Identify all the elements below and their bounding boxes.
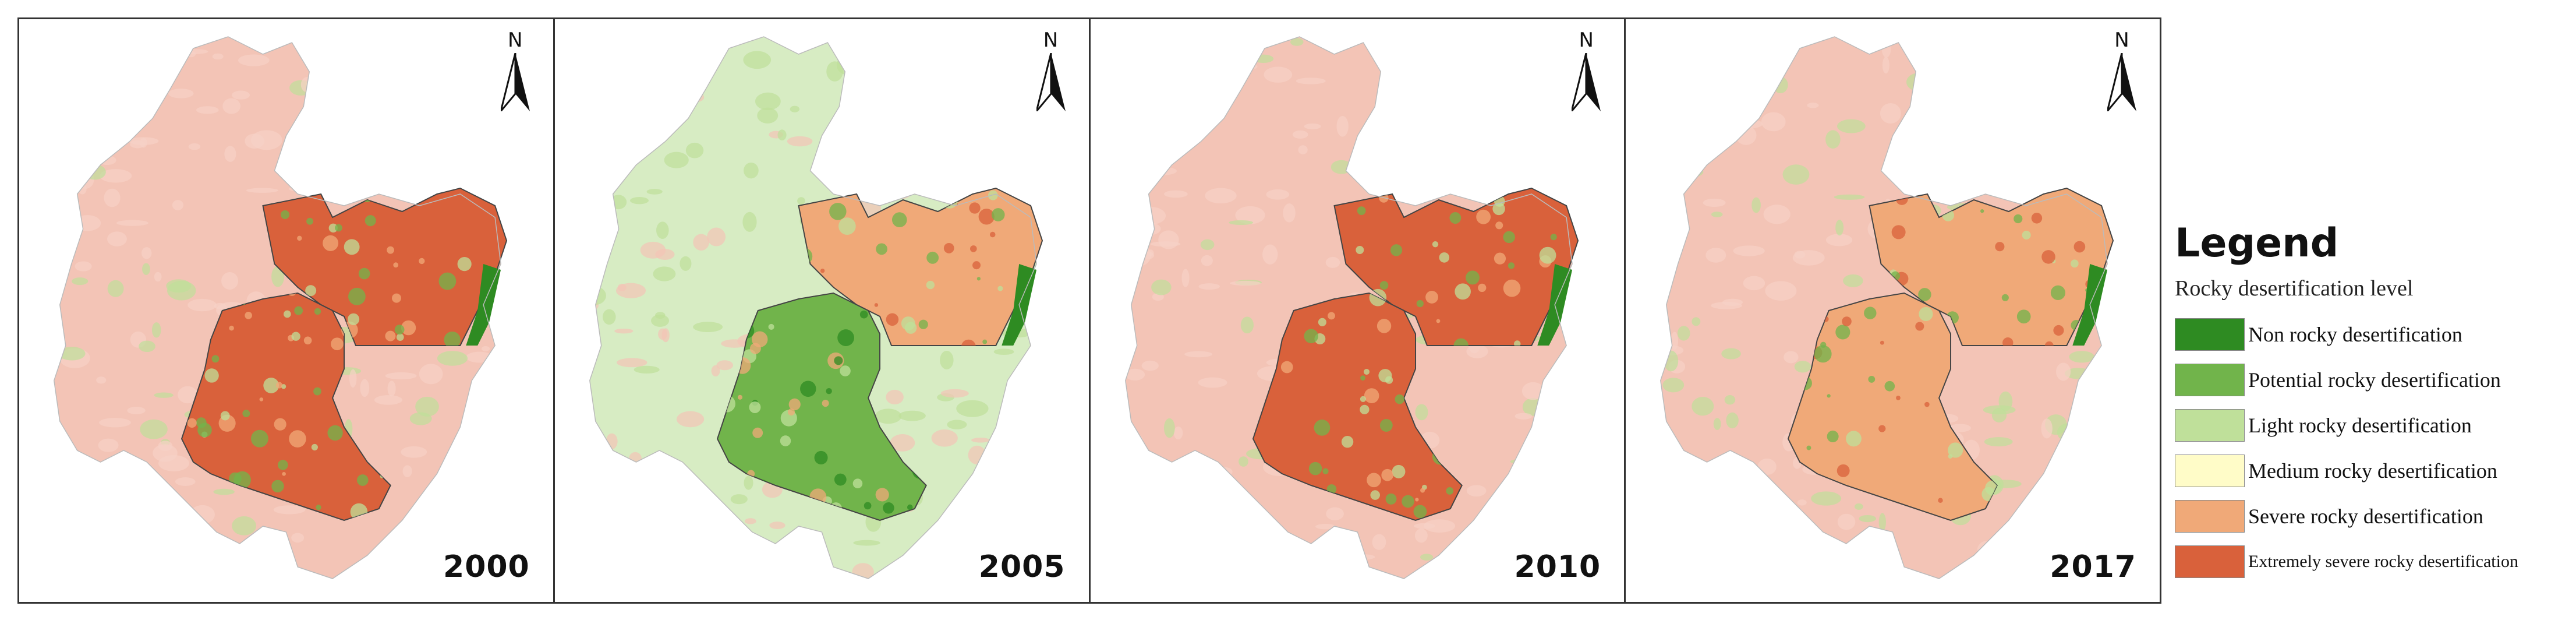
core-region-sw <box>1252 292 1463 522</box>
legend-item-extreme: Extremely severe rocky desertification <box>2175 544 2518 580</box>
legend-item-light: Light rocky desertification <box>2175 407 2472 443</box>
map-panel-2010: N 2010 <box>1090 19 1626 602</box>
north-letter: N <box>508 29 523 52</box>
core-region-sw <box>1788 292 1998 522</box>
legend-label-severe: Severe rocky desertification <box>2248 505 2483 528</box>
legend-swatch-severe <box>2175 500 2245 533</box>
north-arrow-icon: N <box>1031 29 1071 116</box>
map-panel-2005: N 2005 <box>554 19 1091 602</box>
map-panel-2017: N 2017 <box>1626 19 2160 602</box>
north-arrow-icon: N <box>495 29 536 116</box>
outer-outline <box>589 36 1037 579</box>
legend-swatch-light <box>2175 409 2245 442</box>
legend-swatch-medium <box>2175 455 2245 487</box>
legend-title: Legend <box>2175 220 2339 266</box>
north-letter: N <box>1579 29 1594 52</box>
legend: Legend Rocky desertification level Non r… <box>2175 220 2571 605</box>
legend-label-potential: Potential rocky desertification <box>2248 368 2501 392</box>
year-label-2017: 2017 <box>2050 549 2136 584</box>
year-label-2000: 2000 <box>443 549 530 584</box>
legend-item-non: Non rocky desertification <box>2175 316 2462 353</box>
legend-label-light: Light rocky desertification <box>2248 414 2472 437</box>
legend-item-medium: Medium rocky desertification <box>2175 453 2497 489</box>
north-arrow-icon: N <box>1566 29 1607 116</box>
outer-outline <box>1660 36 2108 579</box>
outer-outline <box>54 36 501 579</box>
map-2000 <box>54 36 508 579</box>
map-panels: N 2000 N 2005 N 2010 N 2017 <box>17 17 2161 604</box>
legend-swatch-potential <box>2175 364 2245 396</box>
legend-swatch-extreme <box>2175 545 2245 578</box>
map-2005 <box>589 36 1043 579</box>
legend-swatch-non <box>2175 318 2245 351</box>
legend-item-potential: Potential rocky desertification <box>2175 362 2501 398</box>
legend-label-extreme: Extremely severe rocky desertification <box>2248 552 2518 571</box>
legend-label-medium: Medium rocky desertification <box>2248 459 2497 482</box>
outer-outline <box>1124 36 1573 579</box>
year-label-2005: 2005 <box>978 549 1066 584</box>
north-letter: N <box>1043 29 1059 52</box>
north-letter: N <box>2114 29 2129 52</box>
map-2010 <box>1124 36 1579 579</box>
map-2017 <box>1660 36 2114 579</box>
year-label-2010: 2010 <box>1514 549 1601 584</box>
north-arrow-icon: N <box>2101 29 2142 116</box>
map-panel-2000: N 2000 <box>19 19 555 602</box>
legend-subtitle: Rocky desertification level <box>2175 276 2414 301</box>
core-region-sw <box>716 292 927 522</box>
legend-item-severe: Severe rocky desertification <box>2175 498 2483 534</box>
legend-label-non: Non rocky desertification <box>2248 323 2462 346</box>
